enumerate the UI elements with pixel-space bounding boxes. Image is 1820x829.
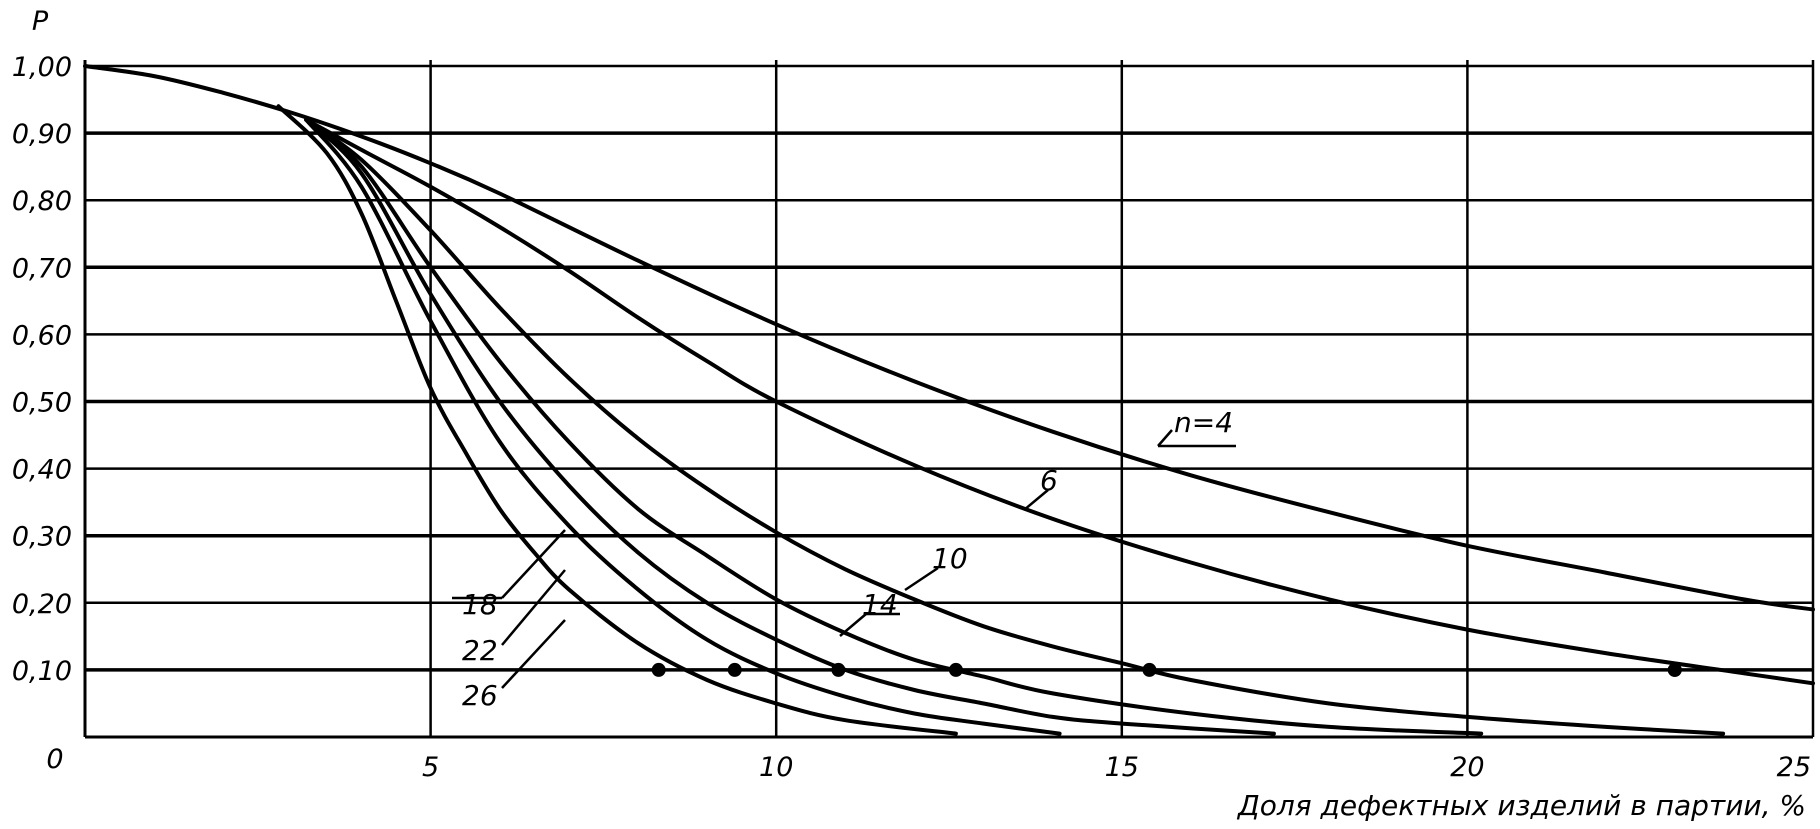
y-tick-label-8: 0,80	[12, 186, 72, 217]
curve-22	[304, 117, 1062, 736]
curves	[83, 64, 1815, 736]
curve-n-4	[83, 64, 1815, 612]
y-tick-label-2: 0,20	[12, 589, 72, 620]
x-tick-label-1: 5	[422, 752, 439, 783]
markers	[651, 662, 1682, 677]
y-tick-label-10: 1,00	[12, 52, 72, 83]
y-tick-label-9: 0,90	[12, 119, 72, 150]
marker-point-4	[948, 662, 963, 677]
marker-point-2	[1667, 662, 1682, 677]
leader-3-1	[904, 566, 939, 592]
y-tick-label-5: 0,50	[12, 388, 72, 419]
leader-1-2	[1157, 429, 1173, 447]
series-label-7: 26	[462, 679, 498, 712]
label-leaders: n=4 6 10 14 18 22 26	[452, 406, 1236, 712]
series-label-3: 10	[932, 542, 968, 575]
curve-18	[304, 117, 1276, 736]
leader-2-1	[1023, 489, 1049, 511]
curve-14	[304, 117, 1484, 736]
series-label-6: 22	[462, 634, 498, 667]
y-axis-label: P	[32, 6, 49, 37]
tick-labels: 0,10 0,20 0,30 0,40 0,50 0,60 0,70 0,80 0,90 1,00…	[12, 52, 1811, 783]
y-tick-label-4: 0,40	[12, 455, 72, 486]
x-tick-label-3: 15	[1105, 752, 1139, 783]
series-label-5: 18	[462, 588, 498, 621]
y-tick-label-6: 0,60	[12, 320, 72, 351]
leader-4-2	[839, 613, 867, 637]
leader-5-2	[501, 529, 566, 599]
series-label-1: n=4	[1174, 406, 1233, 439]
series-label-2: 6	[1040, 464, 1058, 497]
marker-point-7	[651, 662, 666, 677]
marker-point-6	[727, 662, 742, 677]
y-tick-label-7: 0,70	[12, 253, 72, 284]
y-tick-label-1: 0,10	[12, 656, 72, 687]
x-tick-label-5: 25	[1777, 752, 1811, 783]
grid	[83, 60, 1815, 739]
leader-6-1	[501, 569, 566, 646]
series-label-4: 14	[862, 588, 898, 621]
leader-7-1	[501, 619, 566, 689]
curve-26	[276, 104, 958, 736]
x-tick-label-4: 20	[1450, 752, 1484, 783]
x-axis-label: Доля дефектных изделий в партии, %	[1236, 789, 1806, 822]
marker-point-3	[1142, 662, 1157, 677]
marker-point-5	[831, 662, 846, 677]
y-tick-label-3: 0,30	[12, 522, 72, 553]
curve-10	[304, 117, 1726, 736]
curve-6	[304, 117, 1815, 686]
origin-label: 0	[46, 744, 63, 775]
x-tick-label-2: 10	[759, 752, 793, 783]
